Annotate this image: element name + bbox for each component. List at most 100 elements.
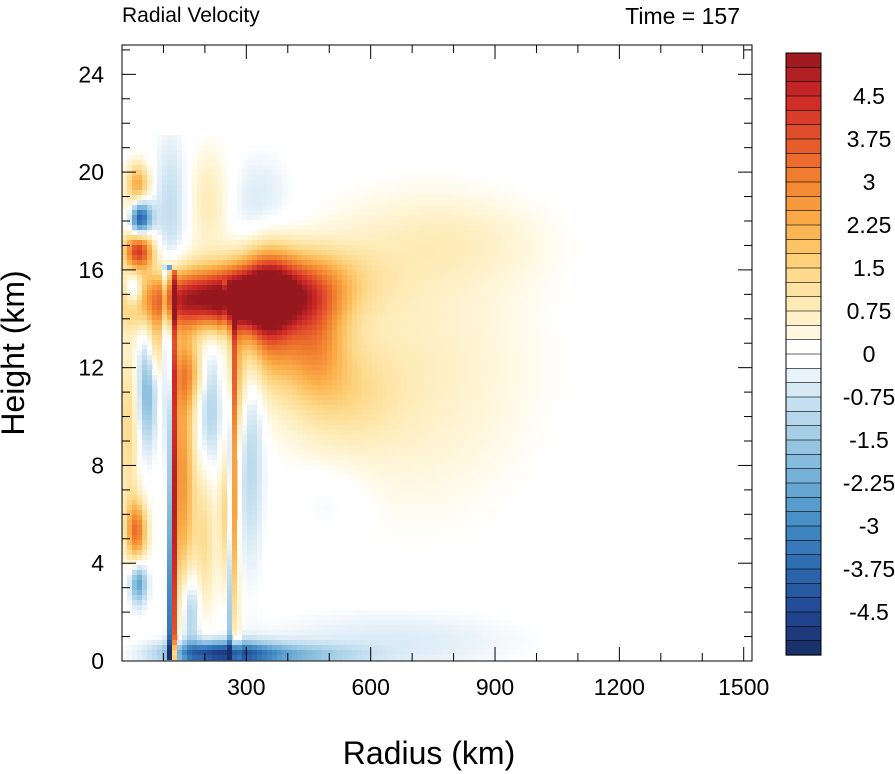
heatmap-cell [372,250,378,256]
heatmap-cell [432,410,438,416]
heatmap-cell [522,370,528,376]
heatmap-cell [537,195,543,201]
heatmap-cell [562,390,568,396]
heatmap-cell [287,175,293,181]
heatmap-cell [447,450,453,456]
heatmap-cell [492,335,498,341]
heatmap-cell [497,410,503,416]
heatmap-cell [292,370,298,376]
heatmap-cell [177,225,183,231]
heatmap-cell [252,145,258,151]
heatmap-cell [327,370,333,376]
heatmap-cell [272,290,278,296]
heatmap-cell [252,205,258,211]
heatmap-cell [212,180,218,186]
heatmap-cell [502,260,508,266]
heatmap-cell [532,255,538,261]
heatmap-cell [332,195,338,201]
heatmap-cell [417,340,423,346]
heatmap-cell [202,230,208,236]
heatmap-cell [172,455,178,461]
heatmap-cell [277,280,283,286]
heatmap-cell [207,265,213,271]
heatmap-cell [477,415,483,421]
heatmap-cell [352,290,358,296]
heatmap-cell [302,340,308,346]
heatmap-cell [472,195,478,201]
heatmap-cell [242,355,248,361]
heatmap-cell [152,430,158,436]
heatmap-cell [357,320,363,326]
heatmap-cell [322,210,328,216]
heatmap-cell [477,295,483,301]
heatmap-cell [122,435,128,441]
heatmap-cell [262,190,268,196]
heatmap-cell [162,140,168,146]
heatmap-cell [242,275,248,281]
heatmap-cell [202,295,208,301]
heatmap-cell [232,285,238,291]
heatmap-cell [227,280,233,286]
heatmap-cell [572,270,578,276]
heatmap-cell [152,370,158,376]
heatmap-cell [307,415,313,421]
heatmap-cell [162,245,168,251]
heatmap-cell [412,280,418,286]
heatmap-cell [522,400,528,406]
heatmap-cell [412,270,418,276]
heatmap-cell [292,425,298,431]
heatmap-cell [447,195,453,201]
heatmap-cell [172,140,178,146]
heatmap-cell [197,320,203,326]
heatmap-cell [172,160,178,166]
heatmap-cell [212,310,218,316]
heatmap-cell [387,265,393,271]
heatmap-cell [142,455,148,461]
heatmap-cell [467,350,473,356]
heatmap-cell [357,265,363,271]
heatmap-cell [297,225,303,231]
heatmap-cell [252,175,258,181]
heatmap-cell [402,190,408,196]
heatmap-cell [262,385,268,391]
heatmap-cell [137,380,143,386]
heatmap-cell [272,435,278,441]
heatmap-cell [472,240,478,246]
heatmap-cell [457,245,463,251]
heatmap-cell [292,405,298,411]
heatmap-cell [467,440,473,446]
heatmap-cell [127,210,133,216]
heatmap-cell [512,395,518,401]
heatmap-cell [262,235,268,241]
heatmap-cell [482,285,488,291]
heatmap-cell [367,230,373,236]
heatmap-cell [227,295,233,301]
heatmap-cell [177,420,183,426]
heatmap-cell [357,440,363,446]
heatmap-cell [162,385,168,391]
heatmap-cell [202,200,208,206]
heatmap-cell [282,320,288,326]
heatmap-cell [437,255,443,261]
heatmap-cell [397,370,403,376]
heatmap-cell [262,280,268,286]
heatmap-cell [357,195,363,201]
heatmap-cell [152,145,158,151]
heatmap-cell [177,145,183,151]
heatmap-cell [462,275,468,281]
heatmap-cell [182,355,188,361]
heatmap-cell [177,405,183,411]
heatmap-cell [437,200,443,206]
heatmap-cell [392,395,398,401]
heatmap-cell [162,305,168,311]
heatmap-cell [477,410,483,416]
heatmap-cell [502,315,508,321]
heatmap-cell [227,335,233,341]
heatmap-cell [127,445,133,451]
heatmap-cell [342,445,348,451]
heatmap-cell [272,430,278,436]
heatmap-cell [352,235,358,241]
heatmap-cell [277,170,283,176]
heatmap-cell [247,435,253,441]
heatmap-cell [232,275,238,281]
